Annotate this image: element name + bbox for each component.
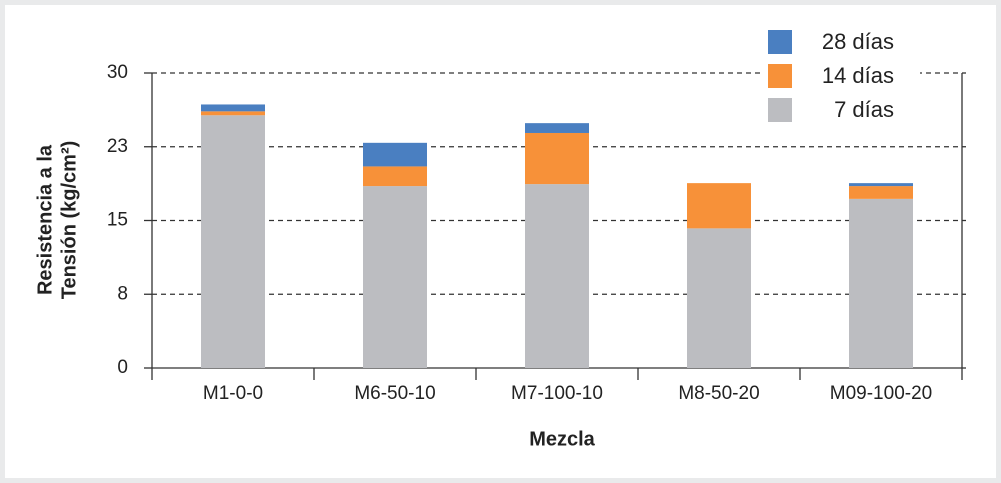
x-tick-label: M7-100-10 bbox=[511, 383, 603, 404]
bar-segment bbox=[201, 104, 265, 112]
x-tick-label: M6-50-10 bbox=[354, 383, 435, 404]
legend-swatch bbox=[768, 30, 792, 54]
x-tick-label: M09-100-20 bbox=[830, 383, 932, 404]
legend-label: 28 días bbox=[822, 29, 894, 54]
bar-segment bbox=[525, 123, 589, 133]
y-axis-label: Resistencia a la bbox=[34, 144, 56, 295]
y-tick-label: 15 bbox=[107, 210, 128, 231]
bar-segment bbox=[687, 228, 751, 368]
legend-label: 7 días bbox=[834, 97, 894, 122]
bar-segment bbox=[201, 111, 265, 116]
bar-segment bbox=[849, 183, 913, 187]
bar-segment bbox=[687, 183, 751, 229]
bar-segment bbox=[363, 166, 427, 187]
bar-segment bbox=[849, 186, 913, 199]
legend-swatch bbox=[768, 98, 792, 122]
y-tick-label: 30 bbox=[107, 62, 128, 83]
bar-segment bbox=[849, 198, 913, 368]
x-axis-label: Mezcla bbox=[529, 428, 595, 450]
bar-segment bbox=[525, 132, 589, 185]
y-axis-label: Tensión (kg/cm²) bbox=[58, 141, 80, 300]
legend-swatch bbox=[768, 64, 792, 88]
x-tick-label: M1-0-0 bbox=[203, 383, 263, 404]
bar-segment bbox=[201, 115, 265, 369]
y-tick-label: 8 bbox=[117, 283, 128, 304]
y-tick-label: 0 bbox=[117, 357, 128, 378]
x-tick-label: M8-50-20 bbox=[678, 383, 759, 404]
y-tick-label: 23 bbox=[107, 136, 128, 157]
legend-label: 14 días bbox=[822, 63, 894, 88]
bar-segment bbox=[363, 142, 427, 167]
bar-segment bbox=[525, 184, 589, 368]
bar-segment bbox=[363, 186, 427, 368]
